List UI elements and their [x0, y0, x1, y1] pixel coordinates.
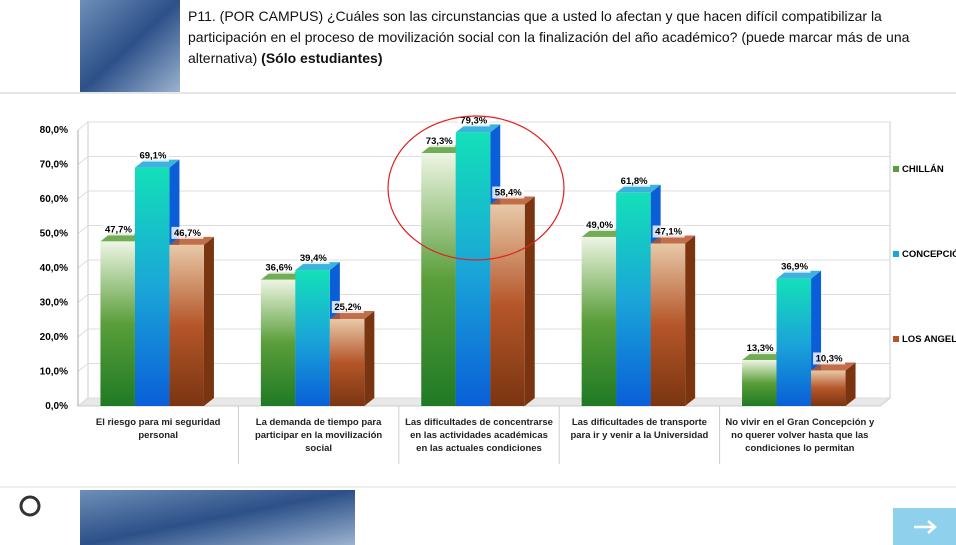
chart: 0,0% 10,0% 20,0% 30,0% 40,0% 50,0% 60,0% 70,0% 8…	[0, 0, 956, 545]
bar	[456, 132, 491, 406]
y-tick-label: 0,0%	[45, 401, 68, 412]
bar	[261, 280, 296, 406]
value-label: 46,7%	[174, 228, 201, 239]
x-tick-label: El riesgo para mi seguridad personal	[83, 416, 233, 442]
bar	[169, 245, 204, 406]
value-label: 69,1%	[139, 151, 166, 162]
bar	[616, 193, 651, 406]
value-label: 61,8%	[621, 176, 648, 187]
y-tick-label: 10,0%	[40, 367, 68, 378]
bar	[582, 237, 617, 406]
value-label: 47,7%	[105, 224, 132, 235]
y-tick-label: 60,0%	[40, 194, 68, 205]
bar	[490, 205, 525, 406]
header-photo	[80, 0, 180, 92]
bar	[100, 241, 135, 406]
value-label: 36,9%	[781, 262, 808, 273]
x-tick-label: Las dificultades de transporte para ir y…	[564, 416, 714, 442]
value-label: 10,3%	[816, 353, 843, 364]
logo	[21, 497, 39, 515]
bar	[777, 279, 812, 406]
bar	[330, 319, 365, 406]
value-label: 25,2%	[334, 302, 361, 313]
bar	[811, 370, 846, 406]
bar	[651, 244, 686, 406]
x-tick-label: No vivir en el Gran Concepción y no quer…	[725, 416, 875, 455]
y-tick-label: 80,0%	[40, 125, 68, 136]
bar	[135, 168, 170, 406]
bar	[421, 153, 456, 406]
y-tick-label: 30,0%	[40, 298, 68, 309]
x-tick-label: Las dificultades de concentrarse en las …	[404, 416, 554, 455]
value-label: 39,4%	[300, 253, 327, 264]
legend-swatch	[893, 336, 899, 342]
y-tick-label: 70,0%	[40, 160, 68, 171]
legend-label: CHILLÁN	[902, 164, 944, 175]
value-label: 73,3%	[426, 136, 453, 147]
value-label: 47,1%	[655, 227, 682, 238]
legend-label: CONCEPCIÓN	[902, 248, 956, 260]
value-label: 58,4%	[495, 188, 522, 199]
bar-side	[204, 237, 214, 406]
legend-swatch	[893, 166, 899, 172]
value-label: 13,3%	[747, 343, 774, 354]
bar	[742, 360, 777, 406]
y-tick-label: 50,0%	[40, 229, 68, 240]
question-note: (Sólo estudiantes)	[261, 50, 382, 66]
bar-side	[525, 197, 535, 406]
value-label: 49,0%	[586, 220, 613, 231]
question-header: P11. (POR CAMPUS) ¿Cuáles son las circun…	[188, 6, 948, 69]
question-code: P11.	[188, 8, 216, 24]
y-tick-label: 20,0%	[40, 332, 68, 343]
legend-swatch	[893, 251, 899, 257]
bar-side	[364, 311, 374, 406]
legend-label: LOS ANGELES	[902, 334, 956, 345]
value-label: 36,6%	[265, 263, 292, 274]
bar	[295, 270, 330, 406]
slide: 0,0% 10,0% 20,0% 30,0% 40,0% 50,0% 60,0% 70,0% 8…	[0, 0, 956, 545]
bar-side	[685, 236, 695, 406]
y-tick-label: 40,0%	[40, 263, 68, 274]
footer-photo	[80, 490, 355, 545]
x-tick-label: La demanda de tiempo para participar en …	[244, 416, 394, 455]
